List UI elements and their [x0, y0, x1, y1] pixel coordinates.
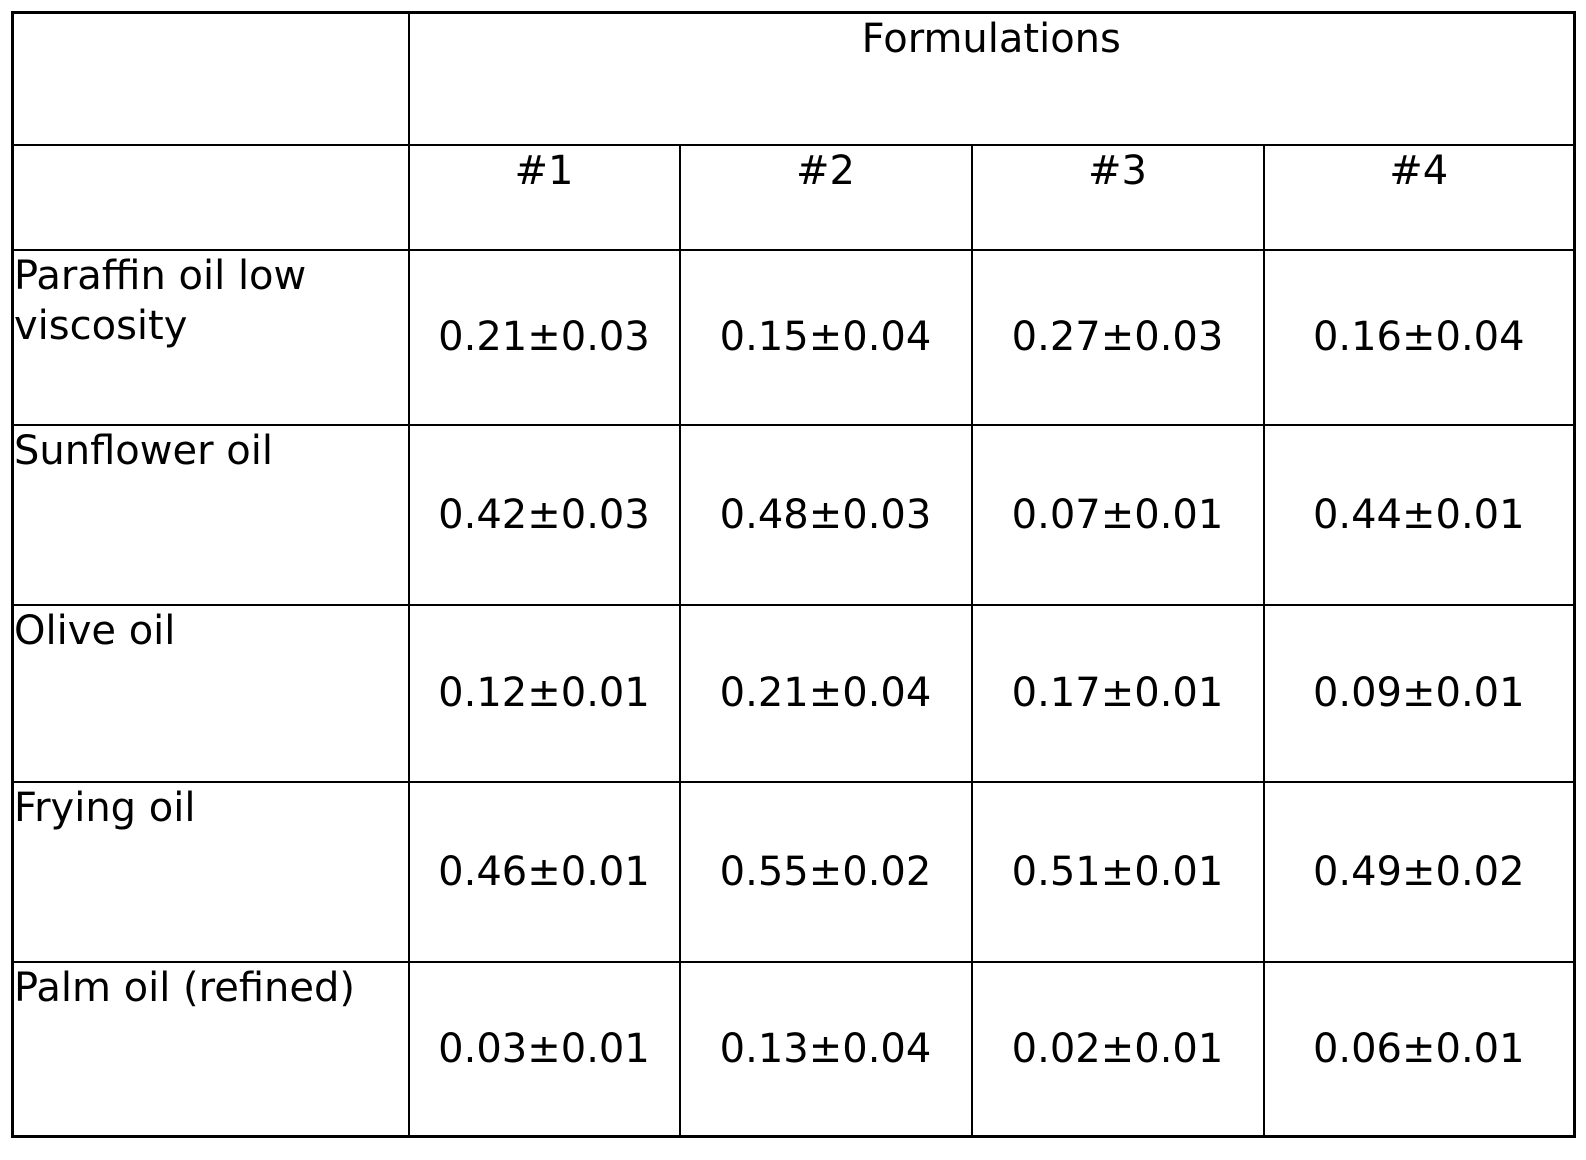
value-cell: 0.09±0.01: [1262, 603, 1576, 783]
row-label-olive-oil: Olive oil: [11, 603, 410, 783]
group-header-row: Formulations: [11, 11, 1576, 146]
value-cell: 0.13±0.04: [678, 960, 973, 1138]
row-label-sunflower-oil: Sunflower oil: [11, 423, 410, 606]
row-label-paraffin-oil: Paraffin oil low viscosity: [11, 248, 410, 426]
value-cell: 0.21±0.04: [678, 603, 973, 783]
row-label-frying-oil: Frying oil: [11, 780, 410, 963]
table-row: Palm oil (refined) 0.03±0.01 0.13±0.04 0…: [11, 960, 1576, 1138]
value-cell: 0.48±0.03: [678, 423, 973, 606]
value-cell: 0.55±0.02: [678, 780, 973, 963]
column-header-1: #1: [407, 143, 681, 251]
column-header-3: #3: [970, 143, 1265, 251]
column-header-2: #2: [678, 143, 973, 251]
corner-cell-top: [11, 11, 410, 146]
value-cell: 0.03±0.01: [407, 960, 681, 1138]
row-label-palm-oil: Palm oil (refined): [11, 960, 410, 1138]
value-cell: 0.27±0.03: [970, 248, 1265, 426]
value-cell: 0.42±0.03: [407, 423, 681, 606]
column-header-row: #1 #2 #3 #4: [11, 143, 1576, 251]
table-row: Olive oil 0.12±0.01 0.21±0.04 0.17±0.01 …: [11, 603, 1576, 783]
column-header-4: #4: [1262, 143, 1576, 251]
table-row: Paraffin oil low viscosity 0.21±0.03 0.1…: [11, 248, 1576, 426]
value-cell: 0.16±0.04: [1262, 248, 1576, 426]
value-cell: 0.07±0.01: [970, 423, 1265, 606]
table-row: Frying oil 0.46±0.01 0.55±0.02 0.51±0.01…: [11, 780, 1576, 963]
value-cell: 0.44±0.01: [1262, 423, 1576, 606]
value-cell: 0.17±0.01: [970, 603, 1265, 783]
value-cell: 0.15±0.04: [678, 248, 973, 426]
value-cell: 0.12±0.01: [407, 603, 681, 783]
value-cell: 0.21±0.03: [407, 248, 681, 426]
formulations-table: Formulations #1 #2 #3 #4 Paraffin oil lo…: [11, 11, 1577, 1138]
value-cell: 0.06±0.01: [1262, 960, 1576, 1138]
value-cell: 0.51±0.01: [970, 780, 1265, 963]
corner-cell-sub: [11, 143, 410, 251]
table-group-header: Formulations: [407, 11, 1576, 146]
table-row: Sunflower oil 0.42±0.03 0.48±0.03 0.07±0…: [11, 423, 1576, 606]
value-cell: 0.02±0.01: [970, 960, 1265, 1138]
value-cell: 0.49±0.02: [1262, 780, 1576, 963]
value-cell: 0.46±0.01: [407, 780, 681, 963]
